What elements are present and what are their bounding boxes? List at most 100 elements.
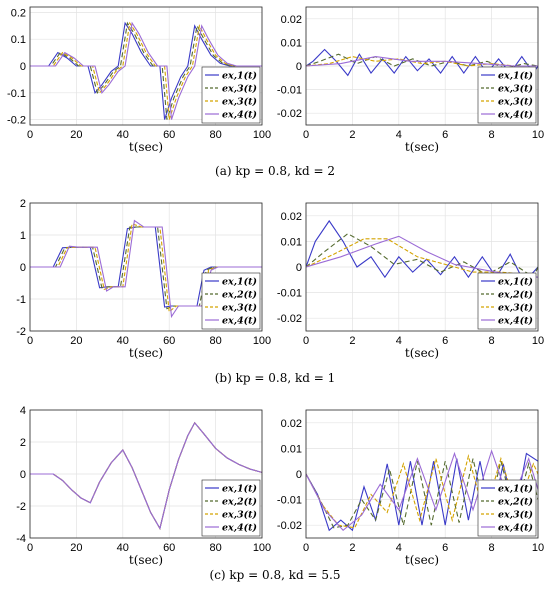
x-axis-label: t(sec) — [129, 346, 163, 360]
x-axis-label: t(sec) — [405, 140, 439, 154]
series-line-4 — [306, 56, 538, 67]
y-tick-label: 1 — [20, 230, 26, 242]
chart-panel-1: 0 20 40 60 80 100 -0.2 -0.1 0 0.1 0.2 t(sec) ex,1(t)… — [7, 6, 271, 154]
legend-label: ex,1(t) — [498, 71, 533, 82]
series-line-4 — [30, 421, 262, 530]
series-line-2 — [30, 226, 262, 310]
axes-frame — [29, 202, 263, 332]
x-axis-label: t(sec) — [405, 346, 439, 360]
axes-frame — [305, 202, 539, 332]
series-line-2 — [30, 21, 262, 120]
x-tick-label: 6 — [442, 542, 448, 554]
chart-panel-6: 0 2 4 6 8 10-0.02-0.0100.010.02t(sec)ex,1(t)e… — [277, 409, 544, 567]
x-tick-label: 40 — [117, 335, 129, 347]
x-tick-label: 2 — [349, 335, 355, 347]
chart-panel-5: 0 20 40 60 80 100-4-2024t(sec)ex,1(t)ex,2(t)e… — [16, 405, 271, 567]
x-tick-label: 0 — [27, 542, 33, 554]
y-tick-label: -2 — [16, 326, 26, 338]
legend-label: ex,3(t) — [222, 97, 257, 108]
x-tick-label: 80 — [209, 129, 221, 141]
x-tick-label: 100 — [253, 129, 271, 141]
y-tick-label: 2 — [20, 198, 26, 210]
y-tick-label: 0.02 — [281, 418, 302, 430]
x-axis-label: t(sec) — [405, 553, 439, 567]
legend: ex,1(t) ex,2(t) ex,3(t) ex,4(t) — [477, 272, 537, 330]
legend-label: ex,4(t) — [498, 316, 533, 327]
x-tick-label: 60 — [163, 129, 175, 141]
figure-caption: (a) kp = 0.8, kd = 2 — [215, 164, 335, 178]
x-tick-label: 20 — [70, 542, 82, 554]
y-tick-label: 4 — [20, 405, 26, 417]
legend: ex,1(t) ex,3(t) ex,3(t) ex,4(t) — [477, 66, 537, 124]
x-axis-label: t(sec) — [129, 553, 163, 567]
y-tick-label: 0.02 — [281, 211, 302, 223]
legend-label: ex,3(t) — [498, 84, 533, 95]
x-tick-label: 2 — [349, 542, 355, 554]
axes-frame — [29, 6, 263, 126]
y-tick-label: 0.01 — [281, 37, 302, 49]
series-line-3 — [30, 21, 262, 120]
x-tick-label: 6 — [442, 129, 448, 141]
y-tick-label: -0.01 — [277, 85, 302, 97]
x-tick-label: 4 — [396, 335, 402, 347]
y-tick-label: -0.02 — [277, 520, 302, 532]
chart-panel-4: 0 2 4 6 8 10-0.02-0.0100.010.02t(sec)ex,1(t)e… — [277, 202, 544, 360]
y-tick-label: 0 — [20, 61, 26, 73]
x-axis-label: t(sec) — [129, 140, 163, 154]
x-tick-label: 20 — [70, 129, 82, 141]
x-tick-label: 60 — [163, 335, 175, 347]
legend-label: ex,1(t) — [222, 277, 257, 288]
y-tick-label: -0.02 — [277, 313, 302, 325]
series-line-4 — [30, 21, 262, 120]
legend: ex,1(t) ex,2(t) ex,3(t) ex,4(t) — [201, 272, 261, 330]
y-tick-label: 0 — [20, 262, 26, 274]
series-line-3 — [306, 56, 538, 67]
y-tick-label: 0 — [296, 262, 302, 274]
x-tick-label: 2 — [349, 129, 355, 141]
x-tick-label: 0 — [303, 335, 309, 347]
chart-panel-2: 0 2 4 6 8 10-0.02-0.0100.010.02t(sec)ex,1(t)e… — [277, 6, 544, 154]
legend-label: ex,2(t) — [222, 290, 257, 301]
y-tick-label: 0.2 — [11, 7, 26, 19]
legend-label: ex,2(t) — [498, 290, 533, 301]
legend-label: ex,3(t) — [222, 303, 257, 314]
series-line-1 — [306, 48, 538, 77]
series-line-2 — [306, 233, 538, 279]
y-tick-label: -0.02 — [277, 108, 302, 120]
x-tick-label: 8 — [489, 542, 495, 554]
y-tick-label: 0 — [20, 469, 26, 481]
legend: ex,1(t) ex,3(t) ex,3(t) ex,4(t) — [201, 66, 261, 124]
x-tick-label: 60 — [163, 542, 175, 554]
x-tick-label: 10 — [532, 129, 544, 141]
x-tick-label: 100 — [253, 335, 271, 347]
y-tick-label: -0.2 — [7, 115, 26, 127]
legend-label: ex,3(t) — [498, 97, 533, 108]
legend-label: ex,3(t) — [498, 510, 533, 521]
x-tick-label: 10 — [532, 335, 544, 347]
x-tick-label: 8 — [489, 129, 495, 141]
legend-label: ex,4(t) — [498, 110, 533, 121]
legend-label: ex,2(t) — [222, 497, 257, 508]
legend-label: ex,4(t) — [498, 523, 533, 534]
y-tick-label: 0.02 — [281, 14, 302, 26]
x-tick-label: 10 — [532, 542, 544, 554]
y-tick-label: 0 — [296, 61, 302, 73]
y-tick-label: -0.01 — [277, 495, 302, 507]
y-tick-label: -0.1 — [7, 88, 26, 100]
legend-label: ex,4(t) — [222, 316, 257, 327]
legend: ex,1(t) ex,2(t) ex,3(t) ex,4(t) — [477, 479, 537, 537]
axes-frame — [305, 6, 539, 126]
x-tick-label: 0 — [27, 129, 33, 141]
x-tick-label: 80 — [209, 335, 221, 347]
legend: ex,1(t) ex,2(t) ex,3(t) ex,4(t) — [201, 479, 261, 537]
x-tick-label: 40 — [117, 542, 129, 554]
legend-label: ex,2(t) — [498, 497, 533, 508]
figure-caption: (b) kp = 0.8, kd = 1 — [215, 371, 335, 385]
x-tick-label: 4 — [396, 129, 402, 141]
legend-label: ex,4(t) — [222, 110, 257, 121]
x-tick-label: 8 — [489, 335, 495, 347]
y-tick-label: -1 — [16, 294, 26, 306]
y-tick-label: 0.01 — [281, 443, 302, 455]
legend-label: ex,1(t) — [498, 277, 533, 288]
